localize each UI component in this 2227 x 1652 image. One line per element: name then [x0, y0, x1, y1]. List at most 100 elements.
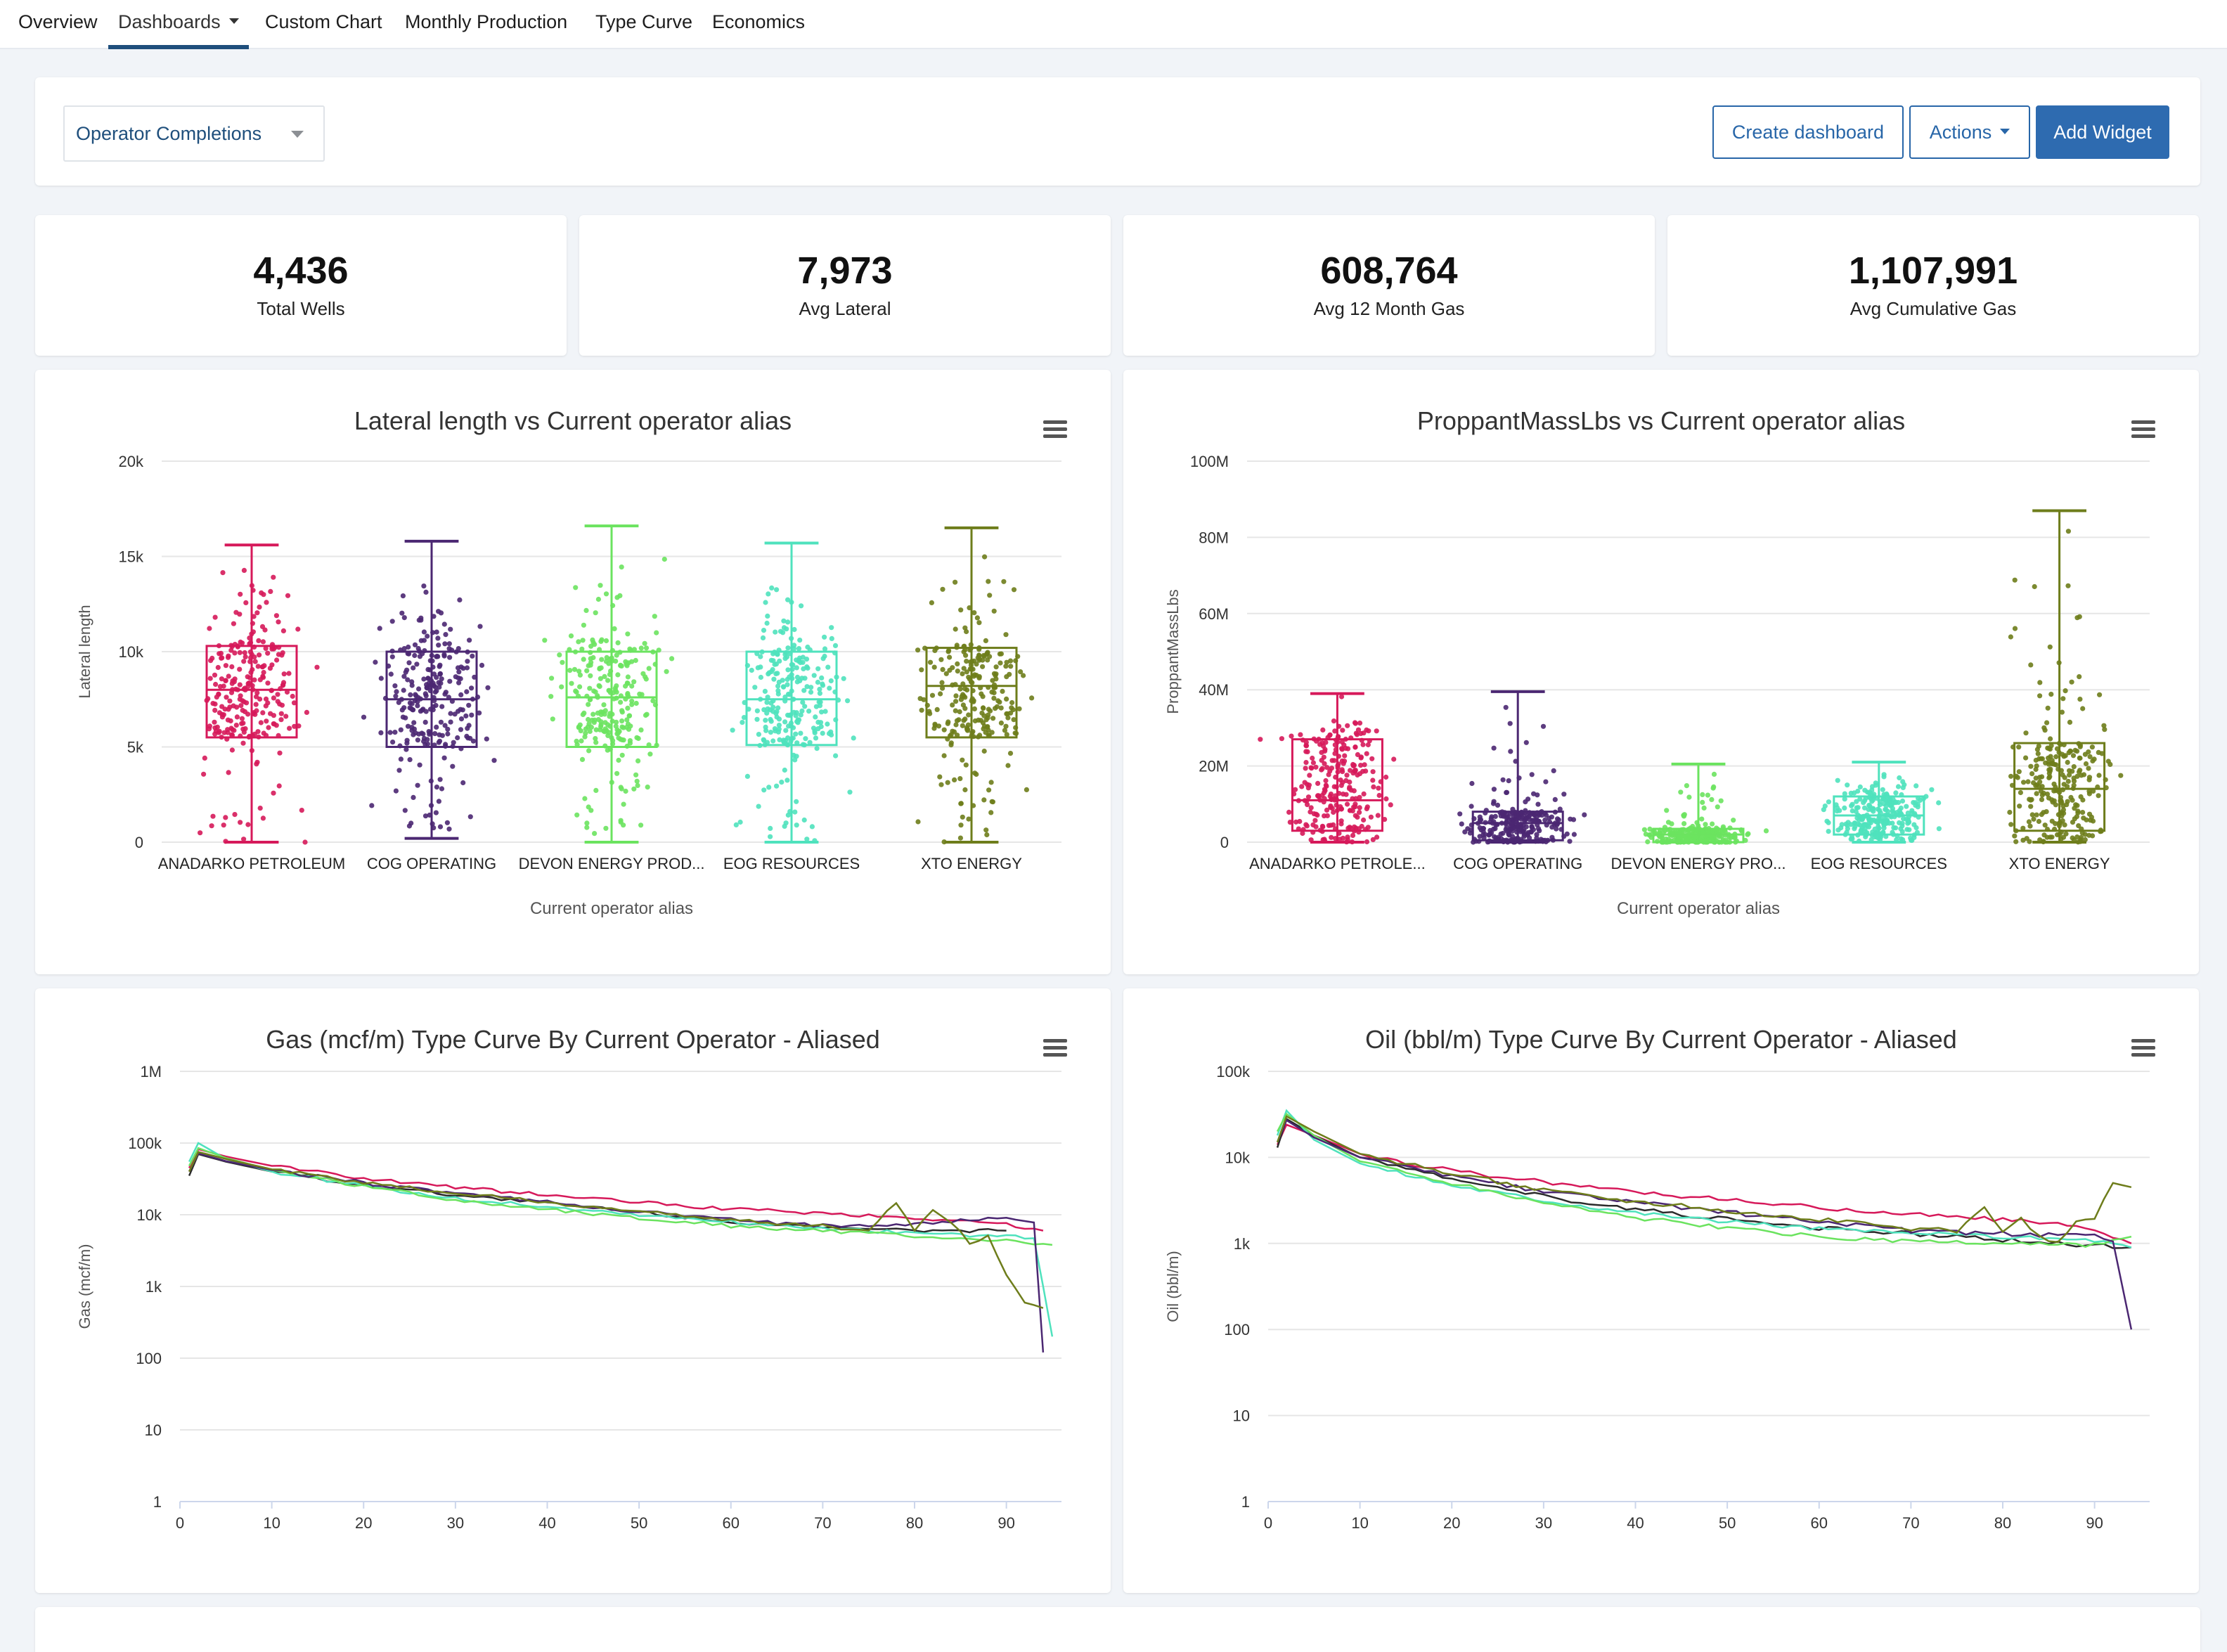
dashboard-select[interactable]: Operator Completions [63, 105, 325, 162]
scatter-point [782, 767, 787, 773]
tab-type-curve[interactable]: Type Curve [595, 11, 693, 32]
scatter-point [557, 652, 562, 658]
scatter-point [1375, 813, 1381, 818]
scatter-point [1897, 820, 1902, 825]
scatter-point [224, 695, 229, 700]
scatter-point [1289, 733, 1294, 739]
proppant-mass-box-chart: 0 20M 40M 60M 80M 100M ProppantMassLbs Current … [1164, 453, 2150, 918]
scatter-point [1011, 717, 1016, 723]
scatter-point [572, 666, 578, 672]
scatter-point [291, 700, 297, 706]
scatter-point [1862, 829, 1868, 834]
scatter-point [803, 736, 808, 742]
scatter-point [240, 740, 246, 746]
scatter-point [401, 615, 407, 621]
scatter-point [458, 727, 464, 733]
tab-dashboards[interactable]: Dashboards [108, 0, 249, 49]
scatter-point [1857, 784, 1863, 790]
scatter-point [1883, 807, 1889, 813]
scatter-point [952, 777, 957, 782]
scatter-point [583, 726, 588, 732]
scatter-point [993, 676, 999, 682]
chart-card-lateral-length: Lateral length vs Current operator alias… [35, 370, 1111, 974]
scatter-point [938, 657, 944, 662]
scatter-point [1582, 812, 1587, 818]
scatter-point [229, 664, 235, 670]
scatter-point [588, 659, 594, 665]
scatter-point [776, 716, 782, 722]
actions-button[interactable]: Actions [1909, 105, 2030, 159]
scatter-point [1353, 768, 1358, 774]
scatter-point [1353, 813, 1358, 818]
scatter-point [940, 586, 945, 592]
scatter-point [1845, 820, 1851, 825]
chart-menu-icon[interactable] [1043, 420, 1067, 439]
scatter-point [1459, 821, 1464, 827]
scatter-point [239, 716, 245, 721]
scatter-point [1500, 777, 1506, 782]
scatter-point [1835, 777, 1840, 783]
scatter-point [421, 676, 427, 682]
tab-overview[interactable]: Overview [18, 11, 98, 32]
scatter-point [434, 724, 439, 730]
scatter-point [433, 810, 439, 815]
scatter-point [1524, 815, 1530, 821]
chart-menu-icon[interactable] [2131, 1039, 2155, 1057]
scatter-point [1360, 768, 1366, 774]
scatter-point [243, 726, 248, 732]
scatter-point [401, 688, 406, 693]
scatter-point [808, 690, 814, 695]
scatter-point [2033, 757, 2039, 763]
scatter-point [417, 762, 422, 768]
scatter-point [241, 837, 247, 842]
scatter-point [615, 730, 621, 736]
scatter-point [1681, 821, 1687, 827]
add-widget-button[interactable]: Add Widget [2036, 105, 2169, 159]
scatter-point [411, 794, 416, 800]
scatter-point [1711, 784, 1717, 789]
scatter-point [817, 690, 822, 696]
scatter-point [2076, 823, 2081, 829]
scatter-point [446, 641, 452, 647]
scatter-point [2018, 789, 2023, 796]
actions-button-label: Actions [1929, 122, 1992, 143]
scatter-point [1504, 789, 1510, 795]
tab-custom-chart[interactable]: Custom Chart [265, 11, 382, 32]
chart-menu-icon[interactable] [2131, 420, 2155, 439]
scatter-point [1508, 749, 1513, 754]
scatter-point [574, 689, 579, 695]
scatter-point [2077, 755, 2083, 761]
x-tick-label: 70 [814, 1514, 831, 1532]
y-tick-label: 1 [153, 1493, 162, 1511]
scatter-point [265, 680, 271, 686]
chart-menu-icon[interactable] [1043, 1039, 1067, 1057]
scatter-point [285, 593, 291, 598]
scatter-point [1557, 806, 1563, 812]
scatter-point [1909, 837, 1915, 844]
create-dashboard-button[interactable]: Create dashboard [1712, 105, 1904, 159]
scatter-point [1353, 801, 1358, 807]
scatter-point [1003, 632, 1009, 638]
scatter-point [1492, 813, 1498, 819]
scatter-point [825, 664, 831, 670]
x-tick-label: 60 [723, 1514, 740, 1532]
scatter-point [442, 641, 448, 647]
scatter-point [2053, 754, 2059, 760]
scatter-point [798, 712, 803, 718]
scatter-point [1839, 822, 1845, 827]
scatter-point [2027, 839, 2032, 844]
scatter-point [1842, 796, 1847, 802]
dashboard-toolbar: Operator Completions Create dashboard Ac… [35, 77, 2200, 186]
scatter-point [2070, 753, 2077, 759]
scatter-point [2023, 730, 2029, 736]
scatter-point [1709, 796, 1715, 802]
scatter-point [1308, 805, 1314, 811]
scatter-point [274, 657, 280, 663]
scatter-point [972, 610, 977, 616]
scatter-point [2044, 834, 2050, 840]
scatter-point [982, 554, 988, 560]
tab-monthly-production[interactable]: Monthly Production [405, 11, 568, 32]
tab-economics[interactable]: Economics [712, 11, 806, 32]
scatter-point [1664, 808, 1670, 813]
scatter-point [568, 633, 574, 639]
